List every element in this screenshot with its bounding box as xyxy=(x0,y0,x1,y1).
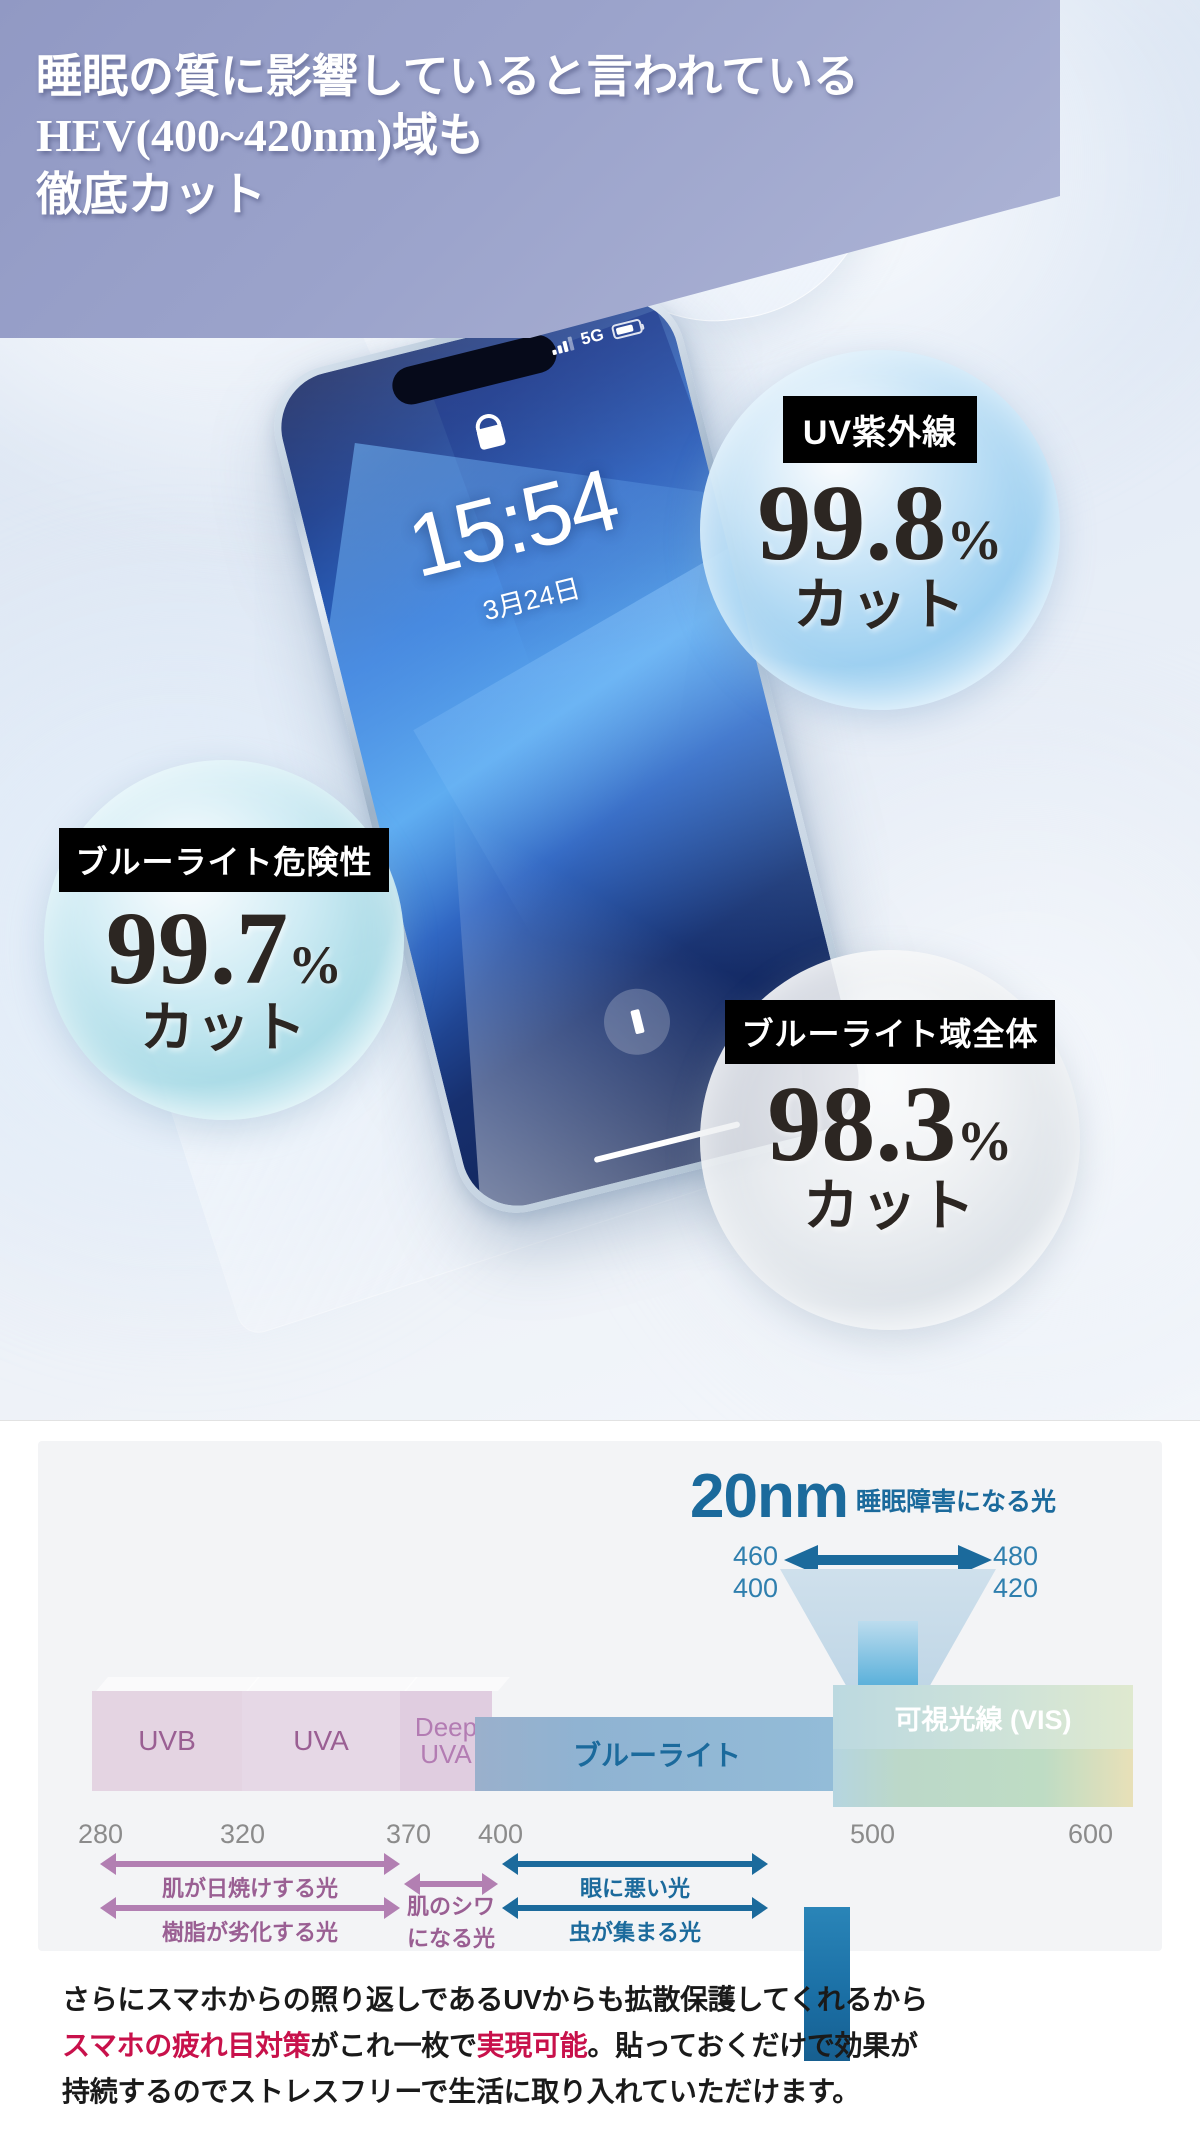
annotation-label: 肌が日焼けする光 xyxy=(161,1876,338,1901)
arrow-right-icon xyxy=(384,1897,400,1919)
badge-percent: 99.8% xyxy=(757,470,1003,578)
badge-percent: 99.7% xyxy=(106,897,343,1001)
axis-tick-320: 320 xyxy=(220,1819,266,1849)
hero-section: 5G 15:54 3月24日 睡眠の質に影響していると言われている HEV(40… xyxy=(0,0,1200,1420)
highlight-lower-left: 400 xyxy=(732,1572,778,1603)
arrow-left-icon xyxy=(502,1853,518,1875)
band-visible-lower xyxy=(833,1749,1133,1807)
badge-cut-label: カット xyxy=(793,574,967,637)
axis-tick-600: 600 xyxy=(1068,1819,1114,1849)
highlight-upper-left: 460 xyxy=(732,1541,778,1571)
badge-circle xyxy=(44,760,404,1120)
chart-title: 20nm xyxy=(690,1462,849,1531)
badge-cut-label: カット xyxy=(803,1175,977,1238)
annotation-line xyxy=(114,1905,386,1911)
title-line-1: 睡眠の質に影響していると言われている xyxy=(36,51,859,102)
band-uva: UVA xyxy=(242,1677,418,1791)
closing-line-3: 持続するのでストレスフリーで生活に取り入れていただけます。 xyxy=(62,2076,860,2108)
annotation-label: 眼に悪い光 xyxy=(579,1876,690,1901)
arrow-left-icon xyxy=(502,1897,518,1919)
highlight-upper-right: 480 xyxy=(993,1541,1039,1571)
closing-line-1: さらにスマホからの照り返しであるUVからも拡散保護してくれるから xyxy=(62,1984,928,2015)
arrow-left-icon xyxy=(100,1897,116,1919)
closing-tail: 。貼っておくだけで効果が xyxy=(587,2030,918,2062)
badge-percent-unit: % xyxy=(946,510,1003,572)
title-line-2: HEV(400~420nm)域も xyxy=(36,109,485,161)
annotation-label: 樹脂が劣化する光 xyxy=(161,1920,338,1945)
badge-label: ブルーライト危険性 xyxy=(59,828,389,892)
band-uvb: UVB xyxy=(92,1677,260,1791)
band-3d-top xyxy=(404,1677,510,1691)
badge-percent-value: 98.3 xyxy=(767,1065,957,1184)
arrow-right-icon xyxy=(482,1873,498,1895)
annotation-line xyxy=(418,1881,484,1887)
highlight-right-labels: 480 420 xyxy=(993,1541,1063,1605)
highlight-lower-right: 420 xyxy=(993,1572,1039,1603)
band-3d-top xyxy=(246,1677,418,1691)
badge-label: UV紫外線 xyxy=(782,396,978,463)
annotation-line xyxy=(516,1861,754,1867)
annotation-label: 虫が集まる光 xyxy=(568,1920,701,1945)
arrow-left-icon xyxy=(100,1853,116,1875)
band-visible: 可視光線 (VIS) xyxy=(833,1685,1133,1749)
band-label: UVA xyxy=(293,1725,349,1756)
spectrum-bands: UVB UVA Deep UVA ブルーライト 可視光線 (VIS) xyxy=(38,1677,1162,2061)
title-line-3: 徹底カット xyxy=(36,168,266,220)
stat-badge-bluelight-total: ブルーライト域全体 98.3% カット xyxy=(700,950,1080,1330)
arrow-left-icon xyxy=(404,1873,420,1895)
axis-tick-280: 280 xyxy=(78,1819,124,1849)
badge-percent: 98.3% xyxy=(767,1071,1013,1179)
badge-percent-value: 99.7 xyxy=(105,891,288,1006)
axis-tick-400: 400 xyxy=(478,1819,524,1849)
band-deep-blue-marker xyxy=(804,1907,850,2061)
band-label-line2: UVA xyxy=(420,1739,472,1769)
badge-percent-value: 99.8 xyxy=(757,464,947,583)
spectrum-chart: 20nm 睡眠障害になる光 460 400 480 420 UVB xyxy=(38,1441,1162,2061)
closing-mid: がこれ一枚で xyxy=(310,2030,477,2062)
arrow-right-icon xyxy=(384,1853,400,1875)
band-label: ブルーライト xyxy=(572,1740,741,1771)
closing-line-2: スマホの疲れ目対策がこれ一枚で実現可能。貼っておくだけで効果が xyxy=(62,2023,1142,2069)
spectrum-section: 20nm 睡眠障害になる光 460 400 480 420 UVB xyxy=(0,1420,1200,2134)
badge-label: ブルーライト域全体 xyxy=(725,1000,1055,1064)
closing-highlight-1: スマホの疲れ目対策 xyxy=(62,2030,311,2062)
double-arrow-icon xyxy=(784,1545,992,1575)
badge-percent-unit: % xyxy=(287,935,343,995)
closing-paragraph: さらにスマホからの照り返しであるUVからも拡散保護してくれるから スマホの疲れ目… xyxy=(62,1977,1142,2116)
stat-badge-bluelight-risk: ブルーライト危険性 99.7% カット xyxy=(44,760,404,1120)
arrow-right-icon xyxy=(752,1897,768,1919)
chart-subtitle: 睡眠障害になる光 xyxy=(855,1487,1056,1516)
band-label: 可視光線 (VIS) xyxy=(894,1704,1072,1735)
axis-tick-500: 500 xyxy=(850,1819,896,1849)
arrow-right-icon xyxy=(752,1853,768,1875)
band-3d-top xyxy=(96,1677,260,1691)
badge-cut-label: カット xyxy=(140,997,308,1058)
annotation-line xyxy=(114,1861,386,1867)
annotation-label-line2: になる光 xyxy=(406,1926,495,1951)
closing-highlight-2: 実現可能 xyxy=(476,2030,588,2062)
highlight-left-labels: 460 400 xyxy=(716,1541,778,1605)
stat-badge-uv: UV紫外線 99.8% カット xyxy=(700,350,1060,710)
annotation-label-line1: 肌のシワ xyxy=(406,1894,495,1919)
axis-tick-370: 370 xyxy=(386,1819,432,1849)
badge-percent-unit: % xyxy=(956,1111,1013,1173)
signal-bars-icon xyxy=(550,335,575,355)
chart-title-group: 20nm 睡眠障害になる光 xyxy=(690,1462,1056,1531)
band-bluelight: ブルーライト xyxy=(475,1717,837,1791)
annotation-line xyxy=(516,1905,754,1911)
band-label: UVB xyxy=(138,1725,196,1756)
band-label-line1: Deep xyxy=(414,1712,478,1743)
